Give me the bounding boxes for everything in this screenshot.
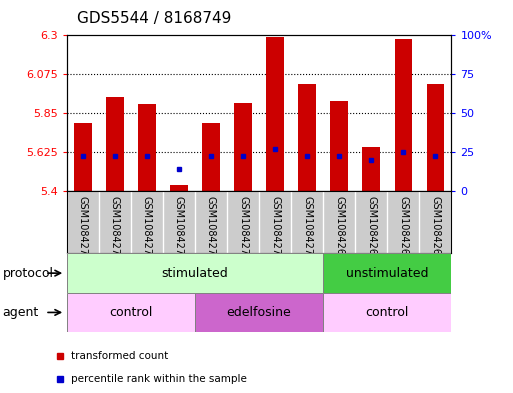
Text: transformed count: transformed count (71, 351, 168, 361)
Text: GSM1084263: GSM1084263 (430, 196, 440, 261)
Bar (202, 123, 220, 191)
Text: unstimulated: unstimulated (346, 266, 428, 280)
Text: GDS5544 / 8168749: GDS5544 / 8168749 (77, 11, 231, 26)
Text: GSM1084277: GSM1084277 (238, 196, 248, 261)
Bar (67, 293, 195, 332)
Text: GSM1084262: GSM1084262 (399, 196, 408, 261)
Bar (394, 39, 412, 191)
Bar (330, 101, 348, 191)
Text: stimulated: stimulated (162, 266, 228, 280)
Bar (427, 84, 444, 191)
Bar (299, 84, 316, 191)
Bar (195, 293, 323, 332)
Text: edelfosine: edelfosine (227, 306, 291, 319)
Bar (266, 37, 284, 191)
Bar (74, 123, 91, 191)
Text: GSM1084260: GSM1084260 (334, 196, 344, 261)
Text: GSM1084278: GSM1084278 (270, 196, 280, 261)
Text: percentile rank within the sample: percentile rank within the sample (71, 374, 246, 384)
Bar (67, 253, 323, 293)
Text: GSM1084272: GSM1084272 (78, 196, 88, 261)
Text: GSM1084276: GSM1084276 (206, 196, 216, 261)
Text: control: control (109, 306, 152, 319)
Text: agent: agent (3, 306, 39, 319)
Text: GSM1084273: GSM1084273 (110, 196, 120, 261)
Text: GSM1084274: GSM1084274 (142, 196, 152, 261)
Bar (106, 97, 124, 191)
Bar (170, 185, 188, 191)
Bar (323, 253, 451, 293)
Bar (363, 147, 380, 191)
Bar (138, 105, 155, 191)
Text: protocol: protocol (3, 266, 53, 280)
Text: GSM1084261: GSM1084261 (366, 196, 376, 261)
Text: GSM1084275: GSM1084275 (174, 196, 184, 261)
Text: control: control (366, 306, 409, 319)
Bar (234, 103, 252, 191)
Bar (323, 293, 451, 332)
Text: GSM1084279: GSM1084279 (302, 196, 312, 261)
